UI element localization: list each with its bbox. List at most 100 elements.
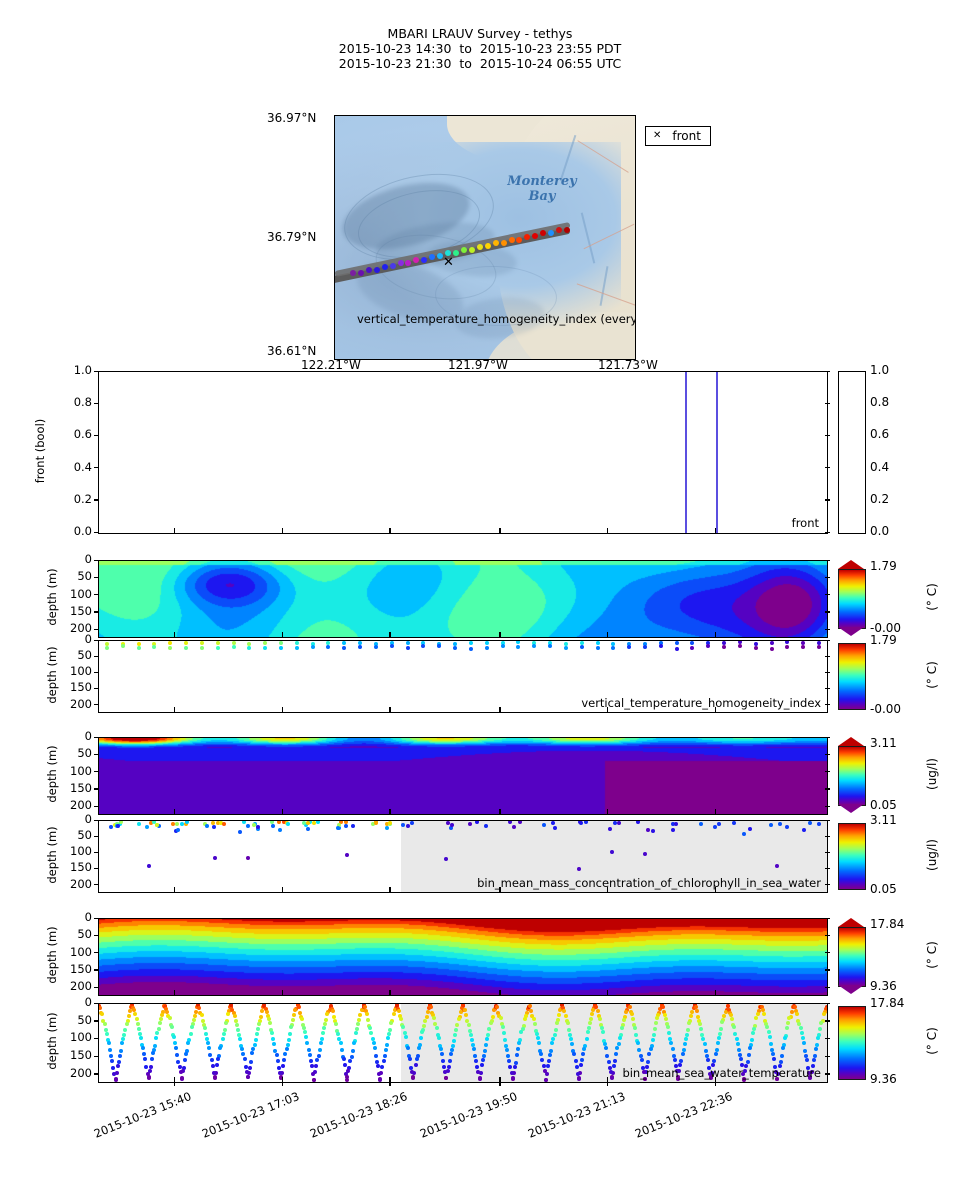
xtick-mark — [499, 990, 501, 995]
scatter-point — [210, 1064, 215, 1069]
scatter-point — [104, 1031, 109, 1036]
scatter-point — [666, 1025, 671, 1030]
scatter-point — [541, 1063, 546, 1068]
scatter-point — [251, 822, 256, 827]
map-legend[interactable]: ✕ front — [645, 126, 711, 146]
scatter-point — [277, 827, 282, 832]
scatter-point — [112, 1071, 117, 1076]
scatter-point — [688, 1019, 693, 1024]
map-track-point — [445, 250, 452, 257]
scatter-point — [575, 1071, 580, 1076]
scatter-point — [271, 1036, 276, 1041]
night-shading — [401, 821, 827, 892]
scatter-point — [302, 1025, 307, 1030]
scatter-point — [215, 646, 220, 651]
scatter-point — [741, 1072, 746, 1077]
scatter-point — [676, 1074, 681, 1079]
scatter-point — [436, 1036, 441, 1041]
scatter-point — [687, 1021, 692, 1026]
scatter-point — [456, 1016, 461, 1021]
scatter-point — [709, 1075, 714, 1080]
scatter-point — [522, 1017, 527, 1022]
scatter-point — [262, 1004, 267, 1008]
scatter-point — [302, 821, 307, 825]
scatter-point — [548, 641, 553, 646]
ytick-chl-contour-0: 0 — [84, 729, 92, 743]
scatter-point — [143, 1057, 148, 1062]
scatter-point — [648, 1047, 653, 1052]
scatter-point — [199, 1013, 204, 1018]
scatter-point — [131, 1006, 136, 1011]
scatter-point — [404, 1043, 409, 1048]
legend-label-front: front — [672, 129, 701, 143]
scatter-point — [476, 1070, 481, 1075]
scatter-point — [643, 1076, 647, 1081]
scatter-point — [507, 1059, 512, 1064]
scatter-point — [561, 1005, 566, 1010]
scatter-point — [108, 1048, 113, 1053]
scatter-point — [286, 1037, 291, 1042]
xtick-mark — [173, 887, 176, 892]
scatter-point — [201, 1023, 206, 1028]
scatter-point — [203, 1032, 208, 1037]
xtick-label-4: 2015-10-23 21:13 — [525, 1089, 627, 1141]
scatter-point — [336, 822, 341, 827]
scatter-point — [448, 1051, 453, 1056]
scatter-point — [151, 1051, 156, 1056]
map-track-point — [492, 240, 499, 247]
scatter-point — [655, 1016, 660, 1021]
scatter-point — [446, 821, 451, 826]
scatter-point — [326, 644, 331, 649]
xtick-mark — [606, 707, 609, 712]
colorbar-min-temp-contour: 9.36 — [870, 979, 897, 993]
scatter-point — [815, 1043, 820, 1048]
scatter-point — [658, 641, 663, 645]
scatter-point — [184, 641, 189, 645]
scatter-point — [706, 1065, 711, 1070]
scatter-point — [506, 1054, 511, 1059]
survey-map[interactable]: Monterey Bay ✕ vertical_temperature_homo… — [334, 115, 636, 360]
scatter-point — [452, 1038, 457, 1043]
scatter-point — [779, 1054, 784, 1059]
scatter-point — [247, 1070, 251, 1075]
scatter-point — [154, 1036, 159, 1041]
scatter-point — [517, 1040, 522, 1045]
scatter-point — [804, 1053, 809, 1058]
scatter-point — [579, 641, 584, 646]
scatter-point — [370, 1036, 375, 1041]
scatter-point — [306, 1048, 311, 1053]
scatter-point — [187, 1037, 192, 1042]
scatter-point — [458, 1010, 463, 1015]
scatter-point — [231, 1011, 236, 1016]
ytick-mark — [94, 952, 99, 954]
scatter-point — [674, 646, 679, 651]
ytick-mark-right — [825, 788, 830, 790]
colorbar-extend-max — [838, 737, 864, 746]
scatter-point — [598, 1023, 603, 1028]
ytick-mark-right — [825, 736, 830, 738]
scatter-point — [597, 1016, 602, 1021]
scatter-point — [809, 1070, 814, 1075]
scatter-point — [516, 644, 521, 649]
scatter-point — [674, 641, 679, 645]
scatter-point — [512, 825, 517, 830]
ytick-mark-right — [825, 753, 830, 756]
scatter-point — [812, 1054, 817, 1059]
scatter-point — [710, 1070, 715, 1075]
colorbar-min-vthi-scatter: -0.00 — [870, 702, 902, 716]
scatter-point — [246, 824, 251, 829]
scatter-point — [773, 1064, 778, 1069]
scatter-point — [622, 1018, 627, 1023]
scatter-point — [370, 822, 375, 827]
ytick-front-bool-1: 0.8 — [73, 395, 92, 410]
scatter-point — [213, 1071, 218, 1076]
scatter-point — [172, 1035, 176, 1040]
scatter-point — [305, 826, 310, 831]
scatter-point — [248, 1066, 253, 1071]
scatter-point — [206, 1041, 211, 1046]
scatter-point — [775, 1077, 780, 1082]
scatter-point — [545, 1064, 550, 1069]
scatter-point — [237, 829, 242, 834]
scatter-point — [550, 1040, 555, 1045]
scatter-point — [509, 1070, 514, 1075]
